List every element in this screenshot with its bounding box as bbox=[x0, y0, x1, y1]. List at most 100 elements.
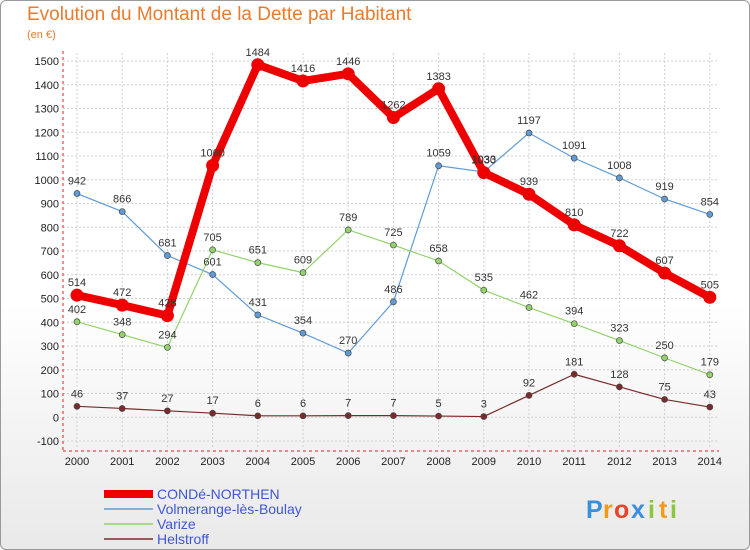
data-point-conde-northen bbox=[251, 58, 265, 72]
logo-letter: i bbox=[670, 496, 677, 524]
data-point-conde-northen bbox=[386, 111, 400, 125]
data-point-conde-northen bbox=[703, 290, 717, 304]
data-label-conde-northen: 1030 bbox=[472, 155, 496, 167]
data-label-conde-northen: 810 bbox=[565, 207, 583, 219]
data-label-conde-northen: 1060 bbox=[200, 148, 224, 160]
data-point-volmerange-le-s-boulay bbox=[390, 298, 397, 306]
data-point-varize bbox=[73, 318, 81, 326]
data-label-helstroff: 17 bbox=[206, 395, 218, 407]
data-label-varize: 609 bbox=[294, 255, 312, 267]
data-label-helstroff: 128 bbox=[610, 369, 628, 381]
data-label-varize: 179 bbox=[701, 357, 719, 369]
chart-title: Evolution du Montant de la Dette par Hab… bbox=[27, 4, 412, 25]
data-point-helstroff bbox=[254, 412, 262, 420]
y-tick-label: 400 bbox=[41, 317, 59, 329]
x-tick-label: 2002 bbox=[155, 456, 179, 468]
x-tick-label: 2004 bbox=[246, 456, 270, 468]
data-point-conde-northen bbox=[432, 82, 446, 96]
logo-letter: i bbox=[648, 496, 655, 524]
data-point-helstroff bbox=[661, 396, 668, 403]
logo-letter: r bbox=[603, 496, 613, 524]
data-label-varize: 348 bbox=[113, 317, 131, 329]
data-label-varize: 651 bbox=[249, 245, 267, 257]
legend-label-conde-northen: CONDé-NORTHEN bbox=[157, 486, 280, 502]
data-point-volmerange-le-s-boulay bbox=[118, 208, 126, 215]
data-point-varize bbox=[209, 246, 216, 254]
y-tick-label: 100 bbox=[41, 389, 59, 401]
data-point-conde-northen bbox=[612, 239, 626, 253]
data-point-helstroff bbox=[164, 407, 171, 415]
x-tick-label: 2012 bbox=[607, 456, 631, 468]
data-point-volmerange-le-s-boulay bbox=[344, 349, 352, 357]
data-point-volmerange-le-s-boulay bbox=[706, 211, 714, 218]
data-point-varize bbox=[706, 371, 714, 379]
data-point-helstroff bbox=[480, 413, 488, 420]
data-label-helstroff: 75 bbox=[658, 381, 670, 393]
x-tick-label: 2014 bbox=[698, 456, 722, 468]
data-label-volmerange-le-s-boulay: 1008 bbox=[607, 160, 631, 172]
data-label-varize: 323 bbox=[610, 323, 628, 335]
data-label-volmerange-le-s-boulay: 1091 bbox=[562, 140, 586, 152]
data-point-varize bbox=[390, 241, 397, 249]
data-point-volmerange-le-s-boulay bbox=[299, 329, 307, 337]
data-label-varize: 535 bbox=[475, 272, 493, 284]
data-point-conde-northen bbox=[115, 298, 129, 312]
data-point-varize bbox=[254, 259, 262, 266]
data-point-volmerange-le-s-boulay bbox=[525, 129, 533, 137]
data-label-varize: 462 bbox=[520, 290, 538, 302]
data-label-volmerange-le-s-boulay: 270 bbox=[339, 335, 357, 347]
x-tick-label: 2003 bbox=[200, 456, 224, 468]
data-point-helstroff bbox=[299, 412, 307, 420]
y-tick-label: 900 bbox=[41, 199, 59, 211]
legend-label-volmerange-le-s-boulay: Volmerange-lès-Boulay bbox=[157, 501, 302, 517]
data-label-volmerange-le-s-boulay: 919 bbox=[655, 181, 673, 193]
y-tick-label: 200 bbox=[41, 365, 59, 377]
y-tick-label: 600 bbox=[41, 270, 59, 282]
data-label-volmerange-le-s-boulay: 854 bbox=[701, 196, 719, 208]
data-label-conde-northen: 1383 bbox=[426, 71, 450, 83]
data-label-conde-northen: 472 bbox=[113, 287, 131, 299]
data-label-conde-northen: 514 bbox=[68, 277, 86, 289]
x-tick-label: 2011 bbox=[562, 456, 586, 468]
data-point-varize bbox=[435, 257, 442, 265]
data-point-varize bbox=[661, 354, 668, 362]
data-point-varize bbox=[344, 226, 352, 234]
data-point-conde-northen bbox=[522, 187, 536, 201]
x-tick-label: 2007 bbox=[381, 456, 405, 468]
data-point-volmerange-le-s-boulay bbox=[616, 174, 623, 182]
data-label-varize: 394 bbox=[565, 306, 583, 318]
data-point-helstroff bbox=[73, 402, 81, 410]
data-point-helstroff bbox=[570, 370, 578, 378]
data-point-helstroff bbox=[118, 405, 126, 412]
data-point-varize bbox=[570, 320, 578, 328]
x-tick-label: 2009 bbox=[472, 456, 496, 468]
logo-letter: t bbox=[659, 496, 668, 524]
y-tick-label: 1400 bbox=[35, 80, 59, 92]
data-label-volmerange-le-s-boulay: 1197 bbox=[517, 115, 541, 127]
data-point-volmerange-le-s-boulay bbox=[661, 195, 668, 203]
x-tick-label: 2000 bbox=[65, 456, 89, 468]
x-tick-label: 2006 bbox=[336, 456, 360, 468]
data-point-volmerange-le-s-boulay bbox=[254, 311, 262, 319]
data-label-helstroff: 43 bbox=[704, 389, 716, 401]
data-label-helstroff: 6 bbox=[300, 398, 306, 410]
y-tick-label: 300 bbox=[41, 341, 59, 353]
legend-label-varize: Varize bbox=[157, 516, 196, 532]
logo-letter: o bbox=[614, 496, 629, 524]
data-label-helstroff: 3 bbox=[481, 399, 487, 411]
data-label-conde-northen: 428 bbox=[158, 298, 176, 310]
data-label-volmerange-le-s-boulay: 866 bbox=[113, 194, 131, 206]
data-label-conde-northen: 722 bbox=[610, 228, 628, 240]
y-tick-label: 1500 bbox=[35, 56, 59, 68]
data-label-helstroff: 7 bbox=[345, 398, 351, 410]
data-point-conde-northen bbox=[206, 159, 220, 172]
data-label-conde-northen: 939 bbox=[520, 176, 538, 188]
data-point-volmerange-le-s-boulay bbox=[209, 271, 216, 278]
y-tick-label: 0 bbox=[53, 412, 59, 424]
data-label-helstroff: 7 bbox=[390, 398, 396, 410]
data-label-varize: 658 bbox=[429, 243, 447, 255]
data-label-conde-northen: 1416 bbox=[291, 63, 315, 75]
data-point-conde-northen bbox=[296, 74, 310, 88]
y-tick-label: -100 bbox=[37, 436, 59, 448]
